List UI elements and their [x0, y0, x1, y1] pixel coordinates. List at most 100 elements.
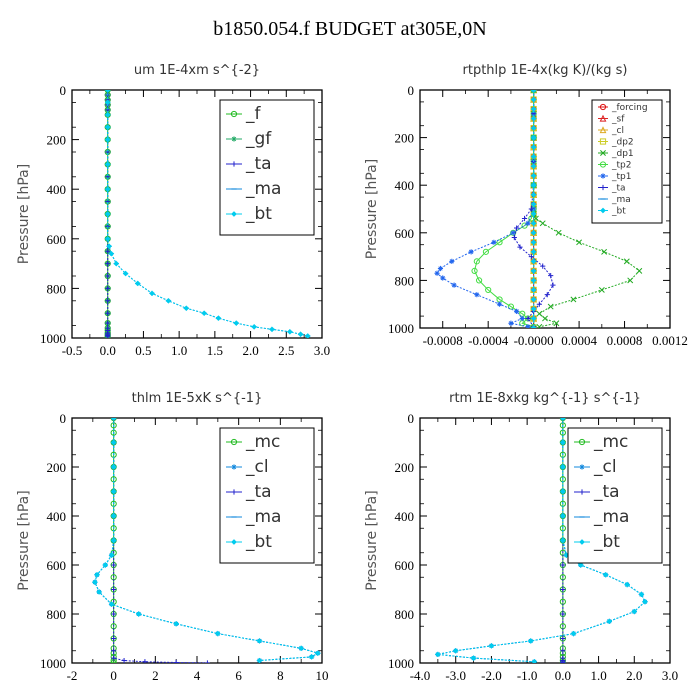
y-tick-label: 1000: [40, 331, 66, 346]
data-point: [269, 326, 275, 333]
y-tick-label: 200: [395, 460, 415, 475]
data-point: [233, 320, 240, 327]
x-tick-label: 0.0012: [652, 333, 688, 348]
data-point: [110, 464, 117, 470]
data-point: [231, 161, 237, 167]
legend: _forcing _sf_cl _dp2_dp1 _tp2_tp1 _ta_ma _bt: [591, 99, 663, 224]
y-axis-label: Pressure [hPa]: [16, 164, 32, 264]
y-tick-label: 0: [60, 83, 67, 98]
data-point: [231, 211, 237, 217]
data-point: [553, 320, 560, 327]
data-point: [544, 292, 550, 298]
series-line: [474, 90, 535, 328]
x-tick-label: -1.0: [517, 668, 538, 683]
legend-label: _tp2: [611, 161, 631, 171]
data-point: [530, 90, 537, 93]
data-point: [496, 239, 503, 246]
y-tick-label: 800: [47, 281, 67, 296]
x-tick-label: -0.0004: [468, 333, 509, 348]
data-point: [559, 488, 566, 495]
x-tick-label: -2: [67, 668, 78, 683]
data-point: [452, 647, 459, 654]
data-point: [110, 513, 117, 519]
x-tick-label: 3.0: [314, 343, 330, 358]
data-point: [149, 290, 155, 297]
data-point: [106, 243, 113, 250]
data-point: [638, 591, 645, 598]
data-point: [110, 439, 117, 446]
data-point: [530, 210, 537, 217]
data-point: [579, 489, 585, 495]
data-point: [231, 489, 237, 495]
data-point: [560, 635, 566, 642]
data-point: [631, 608, 638, 615]
data-point: [102, 562, 109, 568]
legend-label: _gf: [245, 129, 272, 149]
y-tick-label: 600: [47, 558, 67, 573]
data-point: [473, 258, 480, 265]
series-bt: [434, 418, 648, 663]
data-point: [576, 239, 583, 246]
data-point: [434, 651, 441, 658]
legend-label: _mc: [245, 432, 280, 452]
data-point: [111, 655, 117, 661]
data-point: [214, 630, 221, 637]
data-point: [173, 620, 180, 627]
data-point: [542, 315, 548, 322]
x-tick-label: 0.0: [555, 668, 571, 683]
data-point: [108, 552, 115, 559]
legend-label: _bt: [245, 532, 272, 552]
data-point: [108, 250, 115, 257]
data-point: [642, 598, 648, 605]
legend-label: _tp1: [611, 172, 631, 182]
data-point: [559, 418, 566, 421]
data-point: [231, 539, 237, 545]
data-point: [511, 234, 517, 241]
x-tick-label: -0.0000: [514, 333, 554, 348]
data-point: [536, 310, 543, 317]
data-point: [600, 207, 606, 214]
data-point: [471, 267, 478, 274]
series-bt: [530, 90, 537, 328]
data-point: [602, 571, 609, 578]
chart-panel-1: um 1E-4xm s^{-2} Pressure [hPa] 0 200 400 600…: [16, 63, 330, 358]
x-tick-label: 0.0004: [561, 333, 597, 348]
data-point: [530, 163, 537, 170]
data-point: [507, 303, 515, 310]
data-point: [440, 275, 446, 281]
data-point: [298, 645, 305, 652]
legend-label: _mc: [593, 432, 628, 452]
data-point: [600, 150, 606, 156]
data-point: [599, 114, 607, 122]
y-tick-label: 1000: [388, 656, 414, 671]
data-point: [105, 273, 111, 279]
data-point: [434, 270, 440, 276]
data-point: [599, 138, 607, 145]
data-point: [256, 657, 263, 663]
data-point: [559, 464, 566, 470]
data-point: [530, 191, 537, 198]
x-tick-label: 1.5: [207, 343, 223, 358]
data-point: [530, 296, 537, 303]
data-point: [104, 99, 111, 106]
data-point: [314, 650, 321, 657]
legend-label: _bt: [245, 204, 272, 224]
y-tick-label: 400: [47, 182, 67, 197]
legend-box: [567, 427, 663, 564]
data-point: [560, 562, 566, 568]
data-point: [165, 297, 172, 304]
data-point: [528, 206, 534, 212]
data-point: [559, 537, 566, 544]
data-point: [491, 239, 497, 245]
legend-label: _cl: [611, 126, 624, 136]
x-tick-label: 8: [277, 668, 284, 683]
data-point: [525, 220, 531, 226]
data-point: [104, 111, 111, 118]
data-point: [530, 182, 537, 189]
data-point: [599, 103, 607, 111]
data-point: [525, 315, 531, 322]
data-point: [105, 285, 111, 291]
data-point: [104, 136, 111, 143]
legend-label: _ta: [611, 184, 626, 194]
